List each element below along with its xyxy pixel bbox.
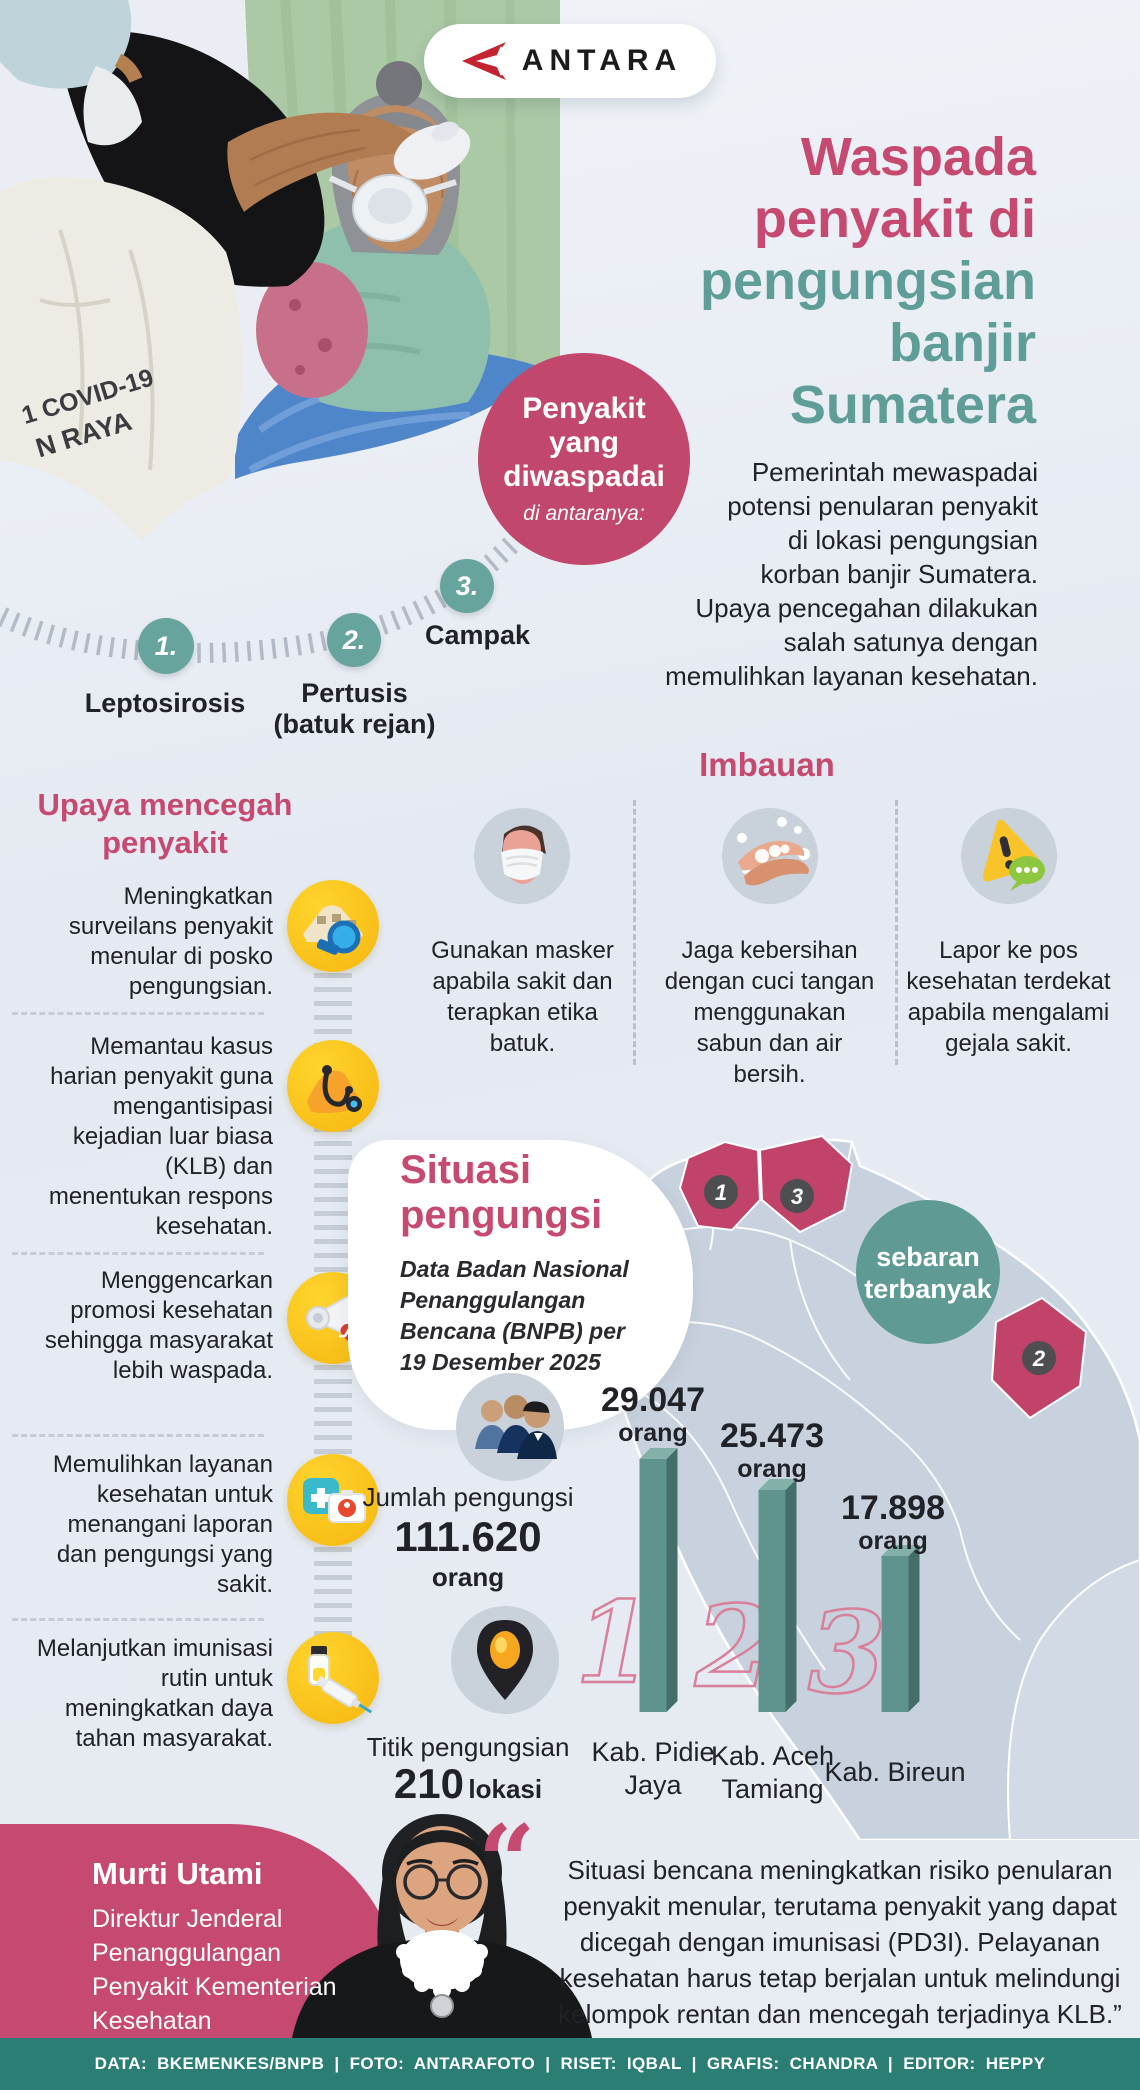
- disease-3-label: Campak: [424, 620, 531, 650]
- mask-face-icon: [474, 808, 570, 904]
- situation-source: Data Badan Nasional Penanggulangan Bencan…: [400, 1256, 629, 1375]
- report-warning-icon: [961, 808, 1057, 904]
- disease-2-label: Pertusis (batuk rejan): [273, 678, 436, 739]
- divider: [12, 1434, 264, 1437]
- advisory-item: Lapor ke pos kesehatan terdekat apabila …: [906, 937, 1111, 1057]
- diseases-watch-badge: Penyakit yang diwaspadai di antaranya:: [478, 353, 690, 565]
- antara-logo-icon: [461, 42, 506, 80]
- advisory-item: Gunakan masker apabila sakit dan terapka…: [431, 937, 614, 1057]
- prevention-item: Memulihkan layanan kesehatan untuk menan…: [52, 1451, 273, 1598]
- prevention-heading: Upaya mencegah penyakit: [37, 787, 293, 860]
- page-title: Waspada penyakit di pengungsian banjir S…: [700, 127, 1036, 435]
- worker-glove: [393, 121, 471, 180]
- location-pin-icon: [451, 1606, 559, 1714]
- disease-1-circle: 1.: [138, 618, 194, 674]
- svg-text:sebaran: sebaran: [876, 1242, 980, 1272]
- divider: [633, 800, 636, 1065]
- disease-1-label: Leptosirosis: [84, 688, 246, 718]
- bar-unit: orang: [858, 1527, 928, 1555]
- points-unit: lokasi: [468, 1774, 543, 1804]
- bar-unit: orang: [618, 1419, 688, 1447]
- refugees-value: 111.620: [394, 1513, 542, 1560]
- quote-mark: “: [478, 1803, 535, 1921]
- worker-cap: [0, 0, 132, 89]
- svg-text:terbanyak: terbanyak: [864, 1274, 993, 1304]
- bar-category: Kab. Pidie Jaya: [591, 1737, 715, 1800]
- disease-3-circle: 3.: [440, 559, 494, 613]
- bar-value: 25.473: [720, 1417, 824, 1455]
- advisory-item: Jaga kebersihan dengan cuci tangan mengg…: [664, 937, 875, 1088]
- footer-credits: DATA: BKEMENKES/BNPB | FOTO: ANTARAFOTO …: [94, 2054, 1046, 2073]
- prevention-item: Menggencarkan promosi kesehatan sehingga…: [44, 1267, 273, 1384]
- worker-arm: [227, 112, 428, 212]
- svg-text:2: 2: [1032, 1346, 1046, 1371]
- stethoscope-icon: [287, 1040, 379, 1132]
- points-value-row: 210 lokasi: [338, 1760, 598, 1808]
- hair-bun: [376, 61, 422, 107]
- situation-heading: Situasi pengungsi: [400, 1148, 603, 1237]
- bar-value: 29.047: [601, 1381, 705, 1419]
- refugees-unit: orang: [431, 1562, 505, 1592]
- divider: [12, 1252, 264, 1255]
- bar-category: Kab. Bireun: [824, 1757, 966, 1787]
- svg-text:1: 1: [715, 1180, 727, 1205]
- quote-person-title: Direktur Jenderal Penanggulangan Penyaki…: [92, 1905, 337, 2035]
- worker-mask: [83, 66, 142, 146]
- quote-text: Situasi bencana meningkatkan risiko penu…: [558, 1855, 1122, 2029]
- svg-text:3: 3: [791, 1184, 803, 1209]
- divider: [895, 800, 898, 1065]
- antara-logo-text: ANTARA: [521, 44, 683, 77]
- divider: [12, 1618, 264, 1621]
- advisory-heading: Imbauan: [699, 746, 835, 783]
- woman-sleeve: [256, 262, 368, 398]
- prevention-item: Meningkatkan surveilans penyakit menular…: [68, 883, 273, 1000]
- tent-surveillance-icon: [287, 880, 379, 972]
- refugee-bar-chart: [639, 1448, 920, 1712]
- prevention-item: Memantau kasus harian penyakit guna meng…: [48, 1033, 273, 1240]
- rank-number: 3: [807, 1588, 887, 1719]
- disease-2-circle: 2.: [327, 613, 381, 667]
- map-marker-1: [704, 1175, 738, 1209]
- hero-photo-illustration: 1 COVID-19 N RAYA: [0, 0, 560, 542]
- aceh-map: 1 3 2 sebaran terbanyak: [602, 1134, 1140, 1840]
- refugees-label: Jumlah pengungsi: [362, 1482, 574, 1512]
- map-legend-circle: [856, 1200, 1000, 1344]
- bar-unit: orang: [737, 1455, 807, 1483]
- footer-credits-bar: DATA: BKEMENKES/BNPB | FOTO: ANTARAFOTO …: [0, 2038, 1140, 2090]
- first-aid-icon: [287, 1454, 379, 1546]
- map-marker-2: [1022, 1341, 1056, 1375]
- points-value: 210: [393, 1760, 464, 1807]
- refugees-people-icon: [456, 1373, 564, 1481]
- bar-category: Kab. Aceh Tamiang: [710, 1741, 835, 1804]
- vaccine-icon: [287, 1632, 379, 1724]
- hand-washing-icon: [722, 808, 818, 904]
- map-marker-3: [780, 1179, 814, 1213]
- quote-person-name: Murti Utami: [92, 1856, 263, 1891]
- points-label: Titik pengungsian: [366, 1732, 570, 1762]
- prevention-item: Melanjutkan imunisasi rutin untuk mening…: [36, 1635, 273, 1752]
- divider: [12, 1012, 264, 1015]
- bar-value: 17.898: [841, 1489, 945, 1527]
- intro-paragraph: Pemerintah mewaspadai potensi penularan p…: [665, 457, 1038, 691]
- portrait-murti-utami: [292, 1814, 592, 2038]
- antara-logo: ANTARA: [424, 24, 716, 98]
